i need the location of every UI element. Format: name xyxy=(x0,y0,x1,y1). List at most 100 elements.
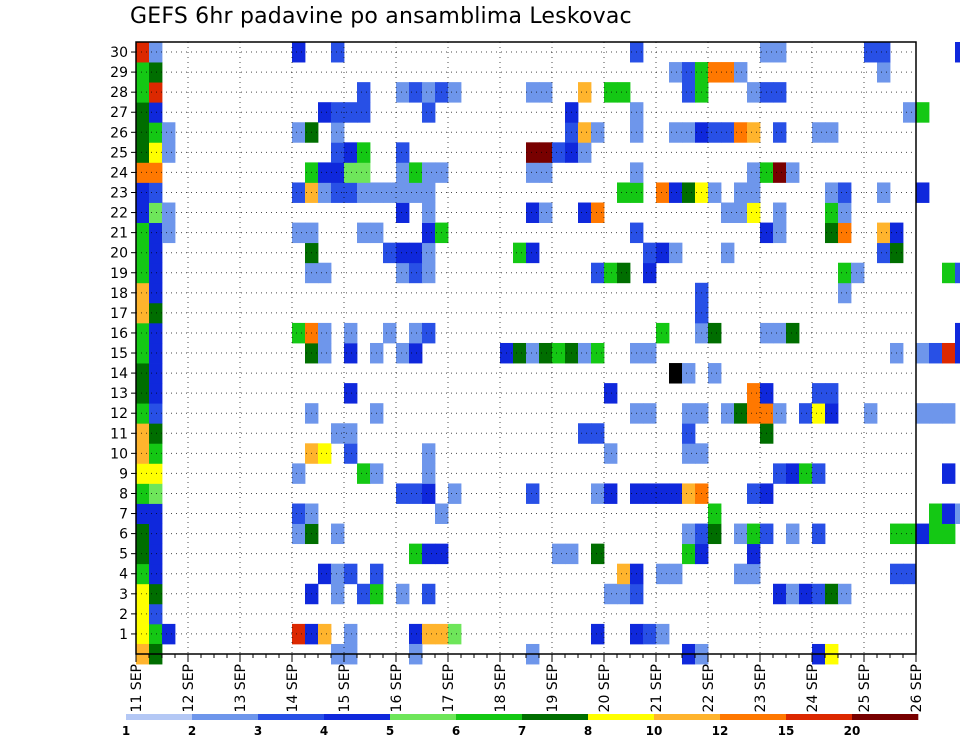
heatmap-cell xyxy=(357,142,371,163)
heatmap-cell xyxy=(838,262,852,284)
heatmap-cell xyxy=(136,162,150,183)
heatmap-cell xyxy=(162,222,176,244)
y-tick-label: 26 xyxy=(110,125,128,141)
heatmap-cell xyxy=(344,102,358,123)
heatmap-cell xyxy=(682,122,696,143)
y-tick-label: 7 xyxy=(119,507,128,523)
heatmap-cell xyxy=(422,102,436,123)
heatmap-cell xyxy=(838,282,852,304)
heatmap-cell xyxy=(149,42,163,63)
heatmap-cell xyxy=(396,262,410,284)
heatmap-cell xyxy=(929,503,943,524)
heatmap-cell xyxy=(422,443,436,464)
heatmap-cell xyxy=(734,202,748,223)
legend-swatch xyxy=(258,714,325,720)
heatmap-cell xyxy=(773,82,787,103)
heatmap-cell xyxy=(149,523,163,545)
heatmap-cell xyxy=(149,162,163,183)
x-tick-label: 11 SEP xyxy=(129,664,145,712)
heatmap-cell xyxy=(422,583,436,605)
heatmap-cell xyxy=(877,42,891,63)
heatmap-cell xyxy=(773,222,787,244)
heatmap-cell xyxy=(344,423,358,444)
heatmap-cell xyxy=(773,403,787,424)
heatmap-cell xyxy=(136,583,150,605)
heatmap-cell xyxy=(422,483,436,504)
heatmap-cell xyxy=(396,202,410,223)
heatmap-cell xyxy=(656,483,670,504)
heatmap-cell xyxy=(136,423,150,444)
x-tick-label: 12 SEP xyxy=(181,664,197,712)
heatmap-cell xyxy=(955,342,960,364)
heatmap-cell xyxy=(747,383,761,404)
heatmap-cell xyxy=(812,403,826,424)
heatmap-cell xyxy=(292,503,306,524)
legend-swatch xyxy=(852,714,919,720)
heatmap-cell xyxy=(604,82,618,103)
heatmap-cell xyxy=(682,423,696,444)
x-tick-label: 14 SEP xyxy=(285,664,301,712)
heatmap-cell xyxy=(682,543,696,565)
heatmap-cell xyxy=(591,342,605,364)
heatmap-cell xyxy=(604,483,618,504)
heatmap-cell xyxy=(721,62,735,83)
y-tick-label: 14 xyxy=(110,366,128,382)
heatmap-cell xyxy=(149,363,163,384)
legend-label: 4 xyxy=(320,724,328,738)
heatmap-cell xyxy=(422,202,436,223)
y-tick-label: 30 xyxy=(110,45,128,61)
heatmap-cell xyxy=(136,142,150,163)
heatmap-cell xyxy=(877,242,891,264)
heatmap-cell xyxy=(136,543,150,565)
y-tick-label: 6 xyxy=(119,527,128,543)
heatmap-cell xyxy=(292,623,306,645)
heatmap-cell xyxy=(721,122,735,143)
heatmap-cell xyxy=(708,363,722,384)
heatmap-cell xyxy=(526,162,540,183)
heatmap-cell xyxy=(747,162,761,183)
heatmap-cell xyxy=(682,443,696,464)
y-tick-label: 16 xyxy=(110,326,128,342)
heatmap-cell xyxy=(942,262,956,284)
y-tick-label: 21 xyxy=(110,226,128,242)
heatmap-cell xyxy=(682,182,696,203)
heatmap-cell xyxy=(838,202,852,223)
heatmap-cell xyxy=(383,242,397,264)
heatmap-cell xyxy=(942,523,956,545)
y-tick-label: 27 xyxy=(110,105,128,121)
heatmap-cell xyxy=(149,423,163,444)
y-tick-label: 25 xyxy=(110,145,128,161)
heatmap-cell xyxy=(409,342,423,364)
heatmap-cell xyxy=(851,262,865,284)
legend-swatch xyxy=(786,714,853,720)
heatmap-cell xyxy=(149,202,163,223)
heatmap-cell xyxy=(409,543,423,565)
heatmap-cell xyxy=(136,443,150,464)
heatmap-cell xyxy=(955,262,960,284)
heatmap-cell xyxy=(734,403,748,424)
heatmap-cell xyxy=(552,342,566,364)
heatmap-cell xyxy=(604,583,618,605)
heatmap-cell xyxy=(136,603,150,625)
heatmap-cell xyxy=(721,242,735,264)
heatmap-cell xyxy=(149,603,163,625)
heatmap-cell xyxy=(292,182,306,203)
heatmap-cell xyxy=(773,42,787,63)
heatmap-cell xyxy=(149,242,163,264)
heatmap-cell xyxy=(812,122,826,143)
heatmap-cell xyxy=(318,322,332,344)
heatmap-cell xyxy=(292,222,306,244)
heatmap-cell xyxy=(513,342,527,364)
heatmap-cell xyxy=(708,122,722,143)
legend-swatch xyxy=(720,714,787,720)
x-tick-label: 17 SEP xyxy=(441,664,457,712)
heatmap-cell xyxy=(747,182,761,203)
heatmap-cell xyxy=(526,142,540,163)
heatmap-cell xyxy=(318,443,332,464)
x-tick-label: 18 SEP xyxy=(493,664,509,712)
heatmap-cell xyxy=(669,62,683,83)
cells-layer xyxy=(136,42,960,665)
legend-label: 1 xyxy=(122,724,130,738)
heatmap-cell xyxy=(708,503,722,524)
heatmap-cell xyxy=(136,383,150,404)
